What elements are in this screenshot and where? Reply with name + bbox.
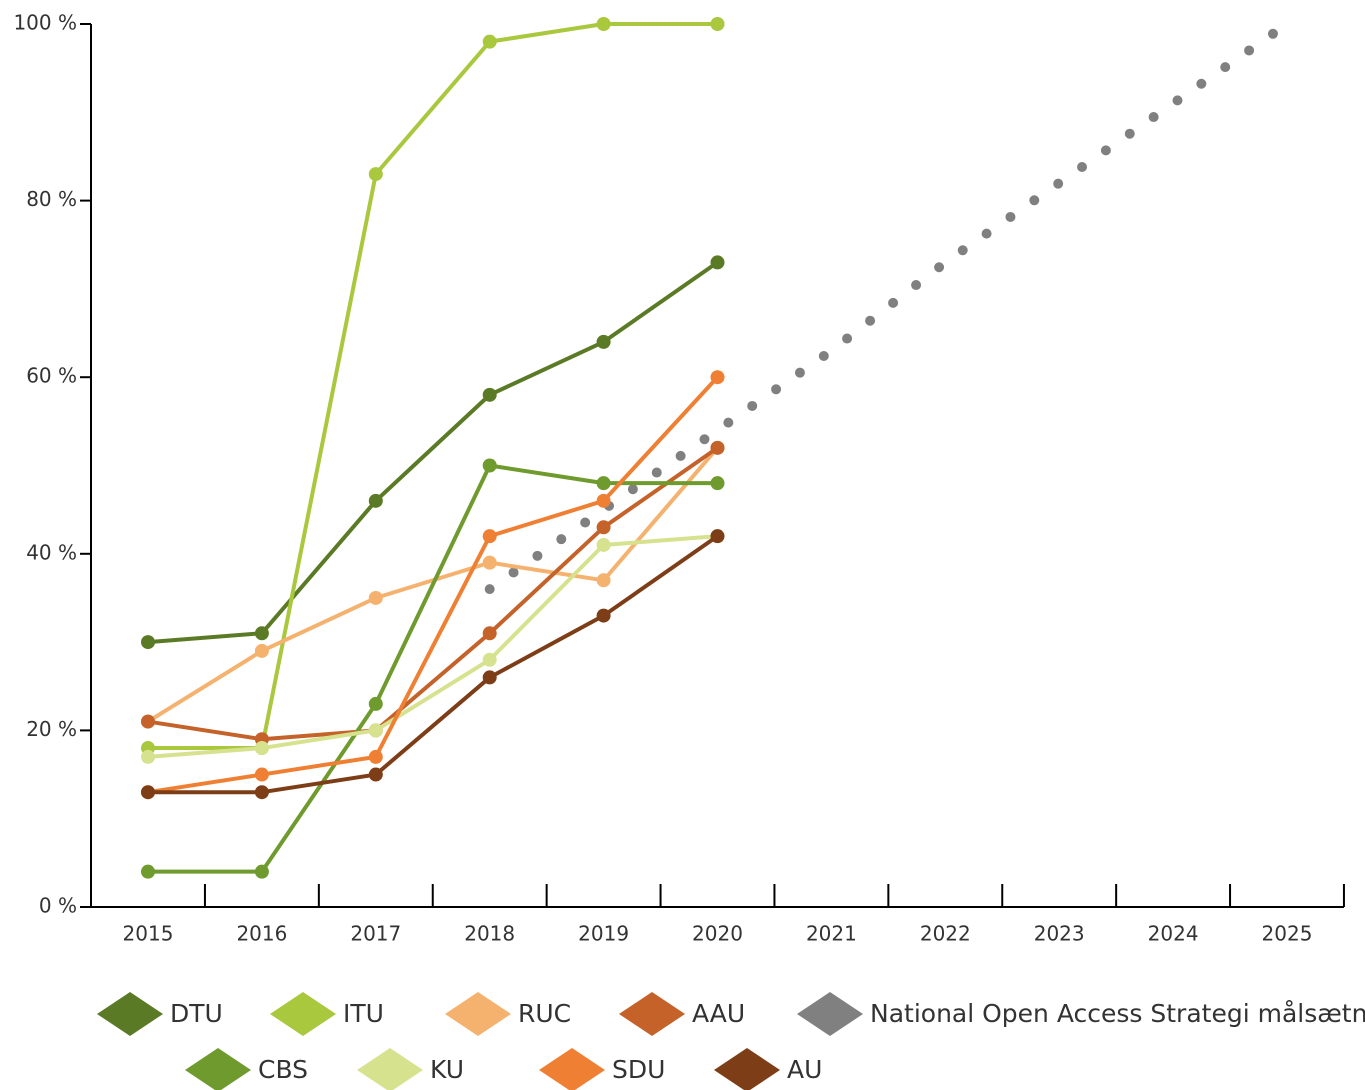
point xyxy=(596,334,611,349)
point xyxy=(368,723,383,738)
point xyxy=(368,696,383,711)
y-tick-label: 60 % xyxy=(26,364,77,388)
y-tick-label: 40 % xyxy=(26,540,77,564)
point xyxy=(710,255,725,270)
point xyxy=(596,17,611,31)
x-tick-label: 2017 xyxy=(350,922,401,946)
point xyxy=(482,652,497,667)
legend-marker xyxy=(97,992,163,1036)
legend-marker xyxy=(714,1048,780,1090)
point xyxy=(254,785,269,800)
point xyxy=(141,785,155,800)
series-line xyxy=(146,375,720,795)
x-tick-label: 2015 xyxy=(123,922,174,946)
legend-label: ITU xyxy=(343,999,384,1028)
point xyxy=(482,626,497,641)
y-tick-label: 80 % xyxy=(26,187,77,211)
point xyxy=(596,476,611,491)
point xyxy=(710,440,725,455)
series-line xyxy=(146,534,720,795)
point xyxy=(596,608,611,623)
series-line xyxy=(146,260,720,645)
point xyxy=(710,476,725,491)
point xyxy=(254,864,269,879)
point xyxy=(141,714,155,729)
point xyxy=(254,741,269,756)
point xyxy=(482,670,497,685)
point xyxy=(710,17,725,31)
legend-marker xyxy=(357,1048,423,1090)
point xyxy=(368,749,383,764)
point xyxy=(254,767,269,782)
legend-marker xyxy=(797,992,863,1036)
point xyxy=(596,573,611,588)
point xyxy=(254,643,269,658)
x-tick-label: 2021 xyxy=(806,922,857,946)
x-tick-label: 2020 xyxy=(692,922,743,946)
point xyxy=(368,167,383,182)
point xyxy=(482,387,497,402)
legend-marker xyxy=(185,1048,251,1090)
x-tick-label: 2016 xyxy=(236,922,287,946)
point xyxy=(141,635,155,650)
point xyxy=(710,529,725,544)
point xyxy=(482,34,497,49)
legend-label: AU xyxy=(787,1055,822,1084)
y-tick-label: 20 % xyxy=(26,717,77,741)
point xyxy=(254,626,269,641)
series-line xyxy=(484,19,1292,595)
legend-label: KU xyxy=(430,1055,464,1084)
series-line xyxy=(146,445,720,742)
legend-label: CBS xyxy=(258,1055,308,1084)
legend-label: SDU xyxy=(612,1055,665,1084)
legend-label: AAU xyxy=(692,999,745,1028)
point xyxy=(596,493,611,508)
x-tick-label: 2023 xyxy=(1034,922,1085,946)
y-tick-label: 0 % xyxy=(39,894,77,918)
x-tick-label: 2022 xyxy=(920,922,971,946)
series-line xyxy=(146,534,720,759)
point xyxy=(368,493,383,508)
point xyxy=(141,749,155,764)
legend-marker xyxy=(445,992,511,1036)
y-tick-label: 100 % xyxy=(13,11,77,35)
point xyxy=(710,370,725,385)
point xyxy=(482,555,497,570)
point xyxy=(368,590,383,605)
point xyxy=(482,529,497,544)
legend-marker xyxy=(270,992,336,1036)
point xyxy=(368,767,383,782)
point xyxy=(482,458,497,473)
series-line xyxy=(146,22,720,751)
legend-label: DTU xyxy=(170,999,223,1028)
x-tick-label: 2019 xyxy=(578,922,629,946)
x-tick-label: 2018 xyxy=(464,922,515,946)
legend-label: National Open Access Strategi målsætning xyxy=(870,999,1365,1028)
legend-marker xyxy=(539,1048,605,1090)
legend-label: RUC xyxy=(518,999,571,1028)
point xyxy=(141,864,155,879)
x-tick-label: 2024 xyxy=(1148,922,1199,946)
point xyxy=(596,537,611,552)
point xyxy=(596,520,611,535)
legend-marker xyxy=(619,992,685,1036)
x-tick-label: 2025 xyxy=(1262,922,1313,946)
